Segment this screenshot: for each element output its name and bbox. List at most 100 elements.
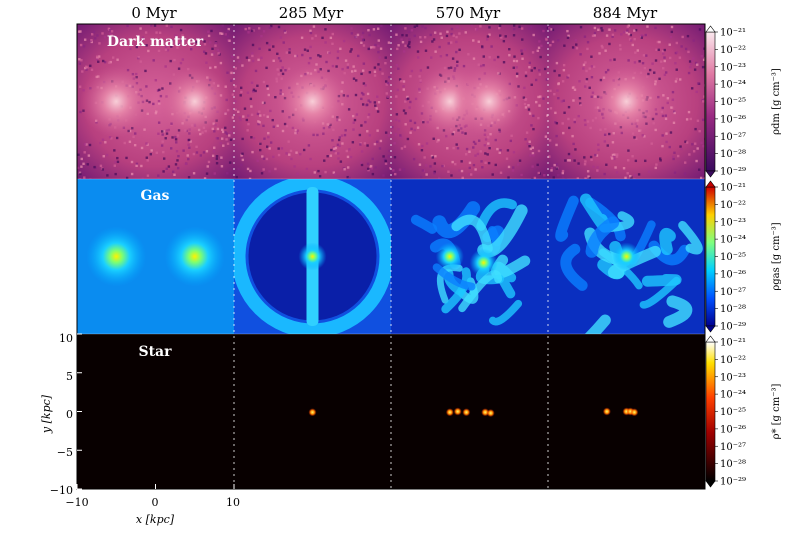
colorbar-tick-label: 10⁻²³	[720, 372, 746, 383]
speckle	[272, 155, 275, 159]
speckle	[679, 145, 682, 148]
speckle	[418, 75, 421, 78]
speckle	[425, 164, 428, 167]
speckle	[622, 166, 626, 170]
speckle	[555, 134, 558, 138]
speckle	[490, 45, 493, 48]
speckle	[80, 157, 83, 161]
speckle	[220, 137, 224, 140]
speckle	[664, 71, 668, 74]
speckle	[566, 76, 569, 79]
speckle	[176, 166, 180, 170]
speckle	[584, 61, 587, 64]
speckle	[494, 138, 497, 142]
colorbar-label: ρgas [g cm⁻³]	[771, 222, 782, 290]
speckle	[284, 69, 287, 72]
speckle	[366, 162, 370, 166]
speckle	[486, 35, 490, 38]
speckle	[563, 111, 566, 114]
speckle	[343, 168, 346, 171]
speckle	[165, 24, 169, 27]
speckle	[82, 45, 86, 48]
speckle	[624, 176, 627, 179]
speckle	[462, 64, 466, 68]
speckle	[181, 58, 185, 61]
speckle	[350, 48, 353, 51]
speckle	[661, 106, 664, 110]
colorbar-label: ρdm [g cm⁻³]	[771, 68, 782, 135]
speckle	[661, 114, 665, 118]
speckle	[213, 172, 216, 175]
speckle	[641, 134, 644, 137]
colorbar-tick-label: 10⁻²⁷	[720, 287, 746, 298]
speckle	[368, 71, 372, 74]
axes: 10 5 0 −5 −10 −10 0 10 x [kpc] y [kpc]	[40, 332, 240, 526]
speckle	[620, 33, 623, 36]
speckle	[573, 118, 576, 121]
speckle	[554, 111, 557, 115]
speckle	[77, 166, 80, 170]
speckle	[661, 50, 665, 53]
speckle	[331, 32, 334, 36]
gas-filament	[663, 295, 693, 328]
speckle	[85, 68, 88, 71]
colorbar-tick-label: 10⁻²⁷	[720, 132, 746, 143]
speckle	[241, 158, 245, 162]
colorbar-tick-label: 10⁻²¹	[720, 183, 746, 194]
y-tick-label: 0	[66, 408, 73, 421]
speckle	[241, 152, 244, 155]
speckle	[351, 141, 355, 144]
speckle	[314, 34, 318, 37]
speckle	[434, 155, 437, 158]
speckle	[480, 45, 484, 48]
speckle	[531, 165, 534, 168]
speckle	[293, 165, 296, 168]
speckle	[425, 173, 428, 176]
speckle	[687, 71, 691, 75]
dm-density-peak	[453, 65, 526, 138]
speckle	[507, 165, 511, 169]
speckle	[586, 47, 589, 51]
speckle	[488, 147, 491, 150]
speckle	[386, 95, 390, 99]
speckle	[664, 114, 668, 117]
speckle	[537, 46, 541, 49]
speckle	[152, 59, 155, 62]
speckle	[116, 156, 119, 160]
speckle	[86, 163, 89, 166]
speckle	[283, 29, 286, 33]
speckle	[479, 150, 482, 153]
speckle	[187, 138, 191, 142]
speckle	[524, 138, 527, 141]
speckle	[307, 144, 311, 147]
speckle	[445, 53, 449, 57]
speckle	[674, 80, 678, 83]
speckle	[207, 160, 211, 164]
speckle	[220, 165, 224, 168]
speckle	[162, 170, 165, 173]
speckle	[491, 173, 494, 176]
speckle	[571, 134, 574, 138]
speckle	[329, 36, 333, 40]
speckle	[524, 106, 528, 109]
speckle	[245, 56, 249, 59]
speckle	[659, 157, 662, 160]
speckle	[259, 142, 262, 146]
speckle	[341, 142, 344, 145]
speckle	[85, 65, 88, 68]
speckle	[265, 66, 268, 70]
speckle	[189, 140, 192, 143]
speckle	[116, 58, 119, 61]
speckle	[549, 89, 552, 93]
speckle	[436, 140, 439, 143]
speckle	[141, 38, 145, 41]
speckle	[528, 140, 531, 143]
speckle	[167, 128, 171, 132]
speckle	[258, 121, 261, 124]
speckle	[110, 30, 114, 33]
speckle	[146, 174, 150, 177]
speckle	[531, 178, 534, 179]
star-clump	[486, 409, 495, 418]
speckle	[687, 110, 691, 114]
speckle	[267, 131, 270, 135]
